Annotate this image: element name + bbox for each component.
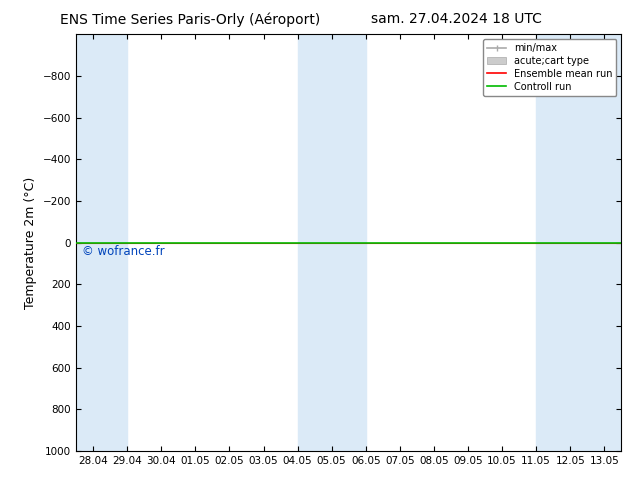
Y-axis label: Temperature 2m (°C): Temperature 2m (°C) — [24, 176, 37, 309]
Text: ENS Time Series Paris-Orly (Aéroport): ENS Time Series Paris-Orly (Aéroport) — [60, 12, 320, 27]
Bar — [76, 34, 127, 451]
Bar — [536, 34, 621, 451]
Text: © wofrance.fr: © wofrance.fr — [82, 245, 164, 258]
Bar — [297, 34, 366, 451]
Legend: min/max, acute;cart type, Ensemble mean run, Controll run: min/max, acute;cart type, Ensemble mean … — [483, 39, 616, 96]
Text: sam. 27.04.2024 18 UTC: sam. 27.04.2024 18 UTC — [371, 12, 542, 26]
